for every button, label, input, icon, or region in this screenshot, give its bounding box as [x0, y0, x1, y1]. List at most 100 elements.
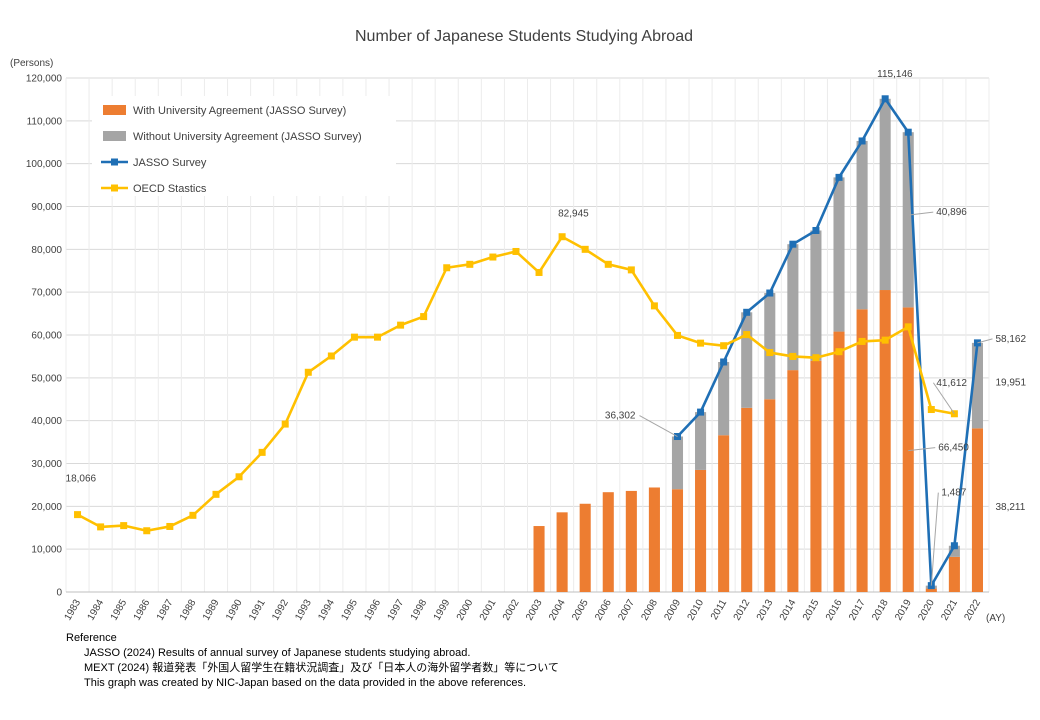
- bar: [833, 177, 845, 332]
- series-marker: [374, 333, 382, 341]
- references: Reference JASSO (2024) Results of annual…: [66, 631, 559, 691]
- y-tick-label: 30,000: [31, 459, 62, 470]
- series-marker: [858, 337, 866, 345]
- x-tick-label: 2009: [662, 597, 683, 622]
- y-tick-label: 10,000: [31, 545, 62, 556]
- series-marker: [904, 323, 912, 331]
- series-marker: [489, 253, 497, 261]
- y-tick-label: 0: [56, 588, 62, 599]
- leader-line: [908, 447, 936, 452]
- series-marker: [812, 226, 820, 234]
- x-tick-label: 2004: [547, 597, 568, 622]
- series-marker: [189, 511, 197, 519]
- data-label: 19,951: [995, 378, 1026, 389]
- bar: [879, 290, 891, 592]
- series-marker: [881, 336, 889, 344]
- series-marker: [74, 511, 82, 519]
- legend-label: OECD Stastics: [133, 183, 207, 195]
- bar: [764, 293, 776, 400]
- leader-line: [932, 382, 955, 415]
- leader-line: [977, 338, 993, 344]
- series-marker: [697, 408, 705, 416]
- x-axis-unit: (AY): [986, 613, 1005, 624]
- x-tick-label: 1994: [316, 597, 337, 622]
- x-tick-label: 2014: [778, 597, 799, 622]
- legend-label: With University Agreement (JASSO Survey): [133, 105, 346, 117]
- reference-line-3: This graph was created by NIC-Japan base…: [84, 677, 527, 689]
- references-heading: Reference: [66, 632, 117, 644]
- series-marker: [812, 354, 820, 362]
- bar: [741, 407, 753, 592]
- x-tick-label: 1997: [386, 597, 407, 622]
- series-marker: [397, 321, 405, 329]
- bar: [902, 307, 914, 592]
- x-tick-label: 2007: [616, 597, 637, 622]
- x-tick-label: 1986: [132, 597, 153, 622]
- bar: [879, 98, 891, 291]
- x-tick-label: 2006: [593, 597, 614, 622]
- data-label: 18,066: [66, 474, 97, 485]
- legend-label: Without University Agreement (JASSO Surv…: [133, 131, 362, 143]
- series-marker: [720, 342, 728, 350]
- x-tick-label: 1984: [86, 597, 107, 622]
- data-label: 41,612: [936, 378, 967, 389]
- data-label: 58,162: [995, 334, 1026, 345]
- x-tick-label: 2019: [893, 597, 914, 622]
- series-marker: [766, 349, 774, 357]
- bar: [971, 342, 984, 429]
- data-label: 1,487: [941, 488, 966, 499]
- data-label: 40,896: [936, 207, 967, 218]
- x-tick-label: 1990: [224, 597, 245, 622]
- bar: [718, 435, 730, 592]
- x-tick-label: 2017: [847, 597, 868, 622]
- x-tick-label: 2016: [824, 597, 845, 622]
- x-tick-label: 2013: [755, 597, 776, 622]
- x-tick-label: 2008: [639, 597, 660, 622]
- series-marker: [97, 523, 105, 531]
- series-marker: [604, 260, 612, 268]
- series-marker: [627, 266, 635, 274]
- x-tick-label: 1988: [178, 597, 199, 622]
- x-tick-label: 2000: [455, 597, 476, 622]
- data-labels: 18,066 82,945 36,302 115,146 40,896 66,450 1,4…: [66, 69, 1026, 586]
- series-marker: [235, 473, 243, 481]
- series-marker: [835, 348, 843, 356]
- series-marker: [420, 313, 428, 321]
- series-marker: [950, 542, 958, 550]
- series-marker: [673, 331, 681, 339]
- x-tick-label: 1993: [293, 597, 314, 622]
- x-tick-label: 1983: [63, 597, 84, 622]
- legend-swatch: [103, 131, 126, 141]
- bar: [556, 512, 568, 592]
- bar: [579, 503, 591, 592]
- data-label: 66,450: [938, 443, 969, 454]
- series-line: [76, 235, 955, 533]
- x-tick-label: 2011: [709, 597, 729, 622]
- bar: [695, 469, 707, 592]
- y-tick-label: 120,000: [26, 74, 63, 85]
- leader-line: [930, 492, 939, 586]
- x-tick-label: 2010: [686, 597, 707, 622]
- series-marker: [466, 260, 474, 268]
- series-marker: [258, 448, 266, 456]
- series-marker: [166, 522, 174, 530]
- bar: [695, 412, 707, 470]
- legend-marker: [111, 158, 118, 166]
- x-tick-label: 1998: [409, 597, 430, 622]
- chart-title: Number of Japanese Students Studying Abr…: [355, 28, 693, 45]
- bar: [625, 490, 637, 592]
- bar: [948, 556, 960, 592]
- series-marker: [858, 137, 866, 145]
- legend: With University Agreement (JASSO Survey)…: [92, 96, 396, 196]
- bar: [971, 428, 984, 592]
- series-marker: [835, 173, 843, 181]
- bar: [648, 487, 660, 592]
- data-label: 36,302: [605, 411, 636, 422]
- y-axis-ticks: 0 10,000 20,000 30,000 40,000 50,000 60,000 70,…: [26, 74, 63, 599]
- bar: [741, 312, 753, 408]
- bar: [810, 360, 822, 592]
- bar: [833, 331, 845, 592]
- series-marker: [904, 128, 912, 136]
- bar: [925, 588, 937, 592]
- series-marker: [927, 406, 935, 414]
